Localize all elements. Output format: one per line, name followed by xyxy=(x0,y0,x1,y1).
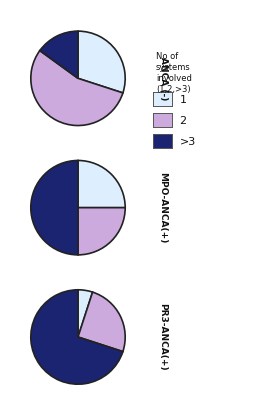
Text: 2: 2 xyxy=(179,116,186,126)
Text: PR3-ANCA(+): PR3-ANCA(+) xyxy=(159,303,168,371)
Wedge shape xyxy=(31,160,78,255)
Text: MPO-ANCA(+): MPO-ANCA(+) xyxy=(159,172,168,243)
Text: >3: >3 xyxy=(179,136,196,146)
Wedge shape xyxy=(78,208,125,255)
Text: 1: 1 xyxy=(179,95,186,105)
Wedge shape xyxy=(31,50,123,126)
Text: ANCA (-): ANCA (-) xyxy=(159,57,168,100)
Wedge shape xyxy=(78,292,125,352)
Wedge shape xyxy=(78,31,125,93)
Text: No of
systems
involved
(1,2,>3): No of systems involved (1,2,>3) xyxy=(156,52,192,94)
Wedge shape xyxy=(40,31,78,78)
Wedge shape xyxy=(78,290,93,337)
Wedge shape xyxy=(31,290,123,384)
Wedge shape xyxy=(78,160,125,208)
